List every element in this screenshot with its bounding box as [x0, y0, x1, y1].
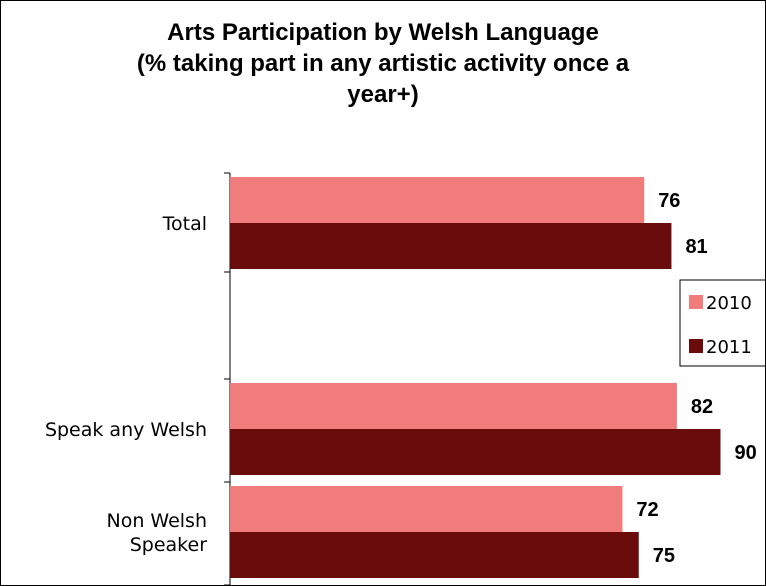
category-label: Speak any Welsh — [45, 419, 207, 441]
data-label: 90 — [735, 442, 757, 464]
category-label: Speaker — [130, 534, 207, 556]
legend-label-2010: 2010 — [706, 293, 752, 314]
bar-2010-non-welsh-speaker — [230, 486, 623, 532]
chart-subtitle-line-1: (% taking part in any artistic activity … — [136, 50, 630, 77]
chart-subtitle-line-2: year+) — [347, 81, 419, 108]
category-label: Total — [162, 213, 207, 235]
legend-swatch-2011 — [689, 339, 703, 353]
legend-swatch-2010 — [689, 295, 703, 309]
data-label: 72 — [636, 499, 658, 521]
bar-2011-non-welsh-speaker — [230, 532, 639, 578]
bar-2010-total — [230, 177, 645, 223]
chart-title: Arts Participation by Welsh Language — [167, 19, 599, 46]
chart-title-block: Arts Participation by Welsh Language (% … — [1, 17, 765, 110]
category-label: Non Welsh — [106, 510, 207, 532]
data-label: 81 — [685, 236, 707, 258]
bar-2011-speak-any-welsh — [230, 429, 721, 475]
bar-2011-total — [230, 223, 672, 269]
data-label: 75 — [653, 545, 675, 567]
bar-2010-speak-any-welsh — [230, 383, 677, 429]
legend-label-2011: 2011 — [706, 337, 752, 358]
data-label: 76 — [658, 190, 680, 212]
data-label: 82 — [691, 396, 713, 418]
